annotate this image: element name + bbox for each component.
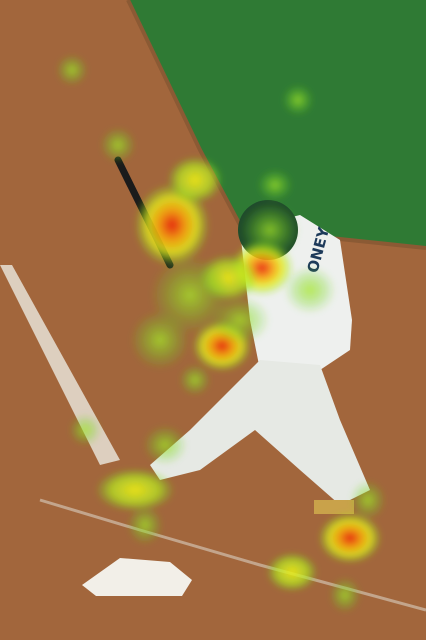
shape <box>282 84 314 116</box>
shape <box>69 414 101 446</box>
home-plate <box>82 558 192 596</box>
shape <box>167 156 223 204</box>
shape <box>329 577 361 613</box>
shape <box>318 512 382 564</box>
shape <box>240 202 300 258</box>
shape <box>150 360 370 505</box>
grass <box>128 0 426 248</box>
shape <box>350 480 386 520</box>
shape <box>134 183 210 267</box>
shape <box>266 552 318 592</box>
heatmap <box>56 54 386 613</box>
shape <box>257 169 293 201</box>
shape <box>314 500 354 514</box>
shape <box>210 296 270 344</box>
shape <box>130 310 190 370</box>
shape <box>95 468 175 512</box>
shape <box>179 364 211 396</box>
shape <box>127 505 163 545</box>
shape <box>56 54 88 86</box>
shape <box>143 425 187 465</box>
shape <box>284 266 336 314</box>
shape <box>100 127 136 163</box>
